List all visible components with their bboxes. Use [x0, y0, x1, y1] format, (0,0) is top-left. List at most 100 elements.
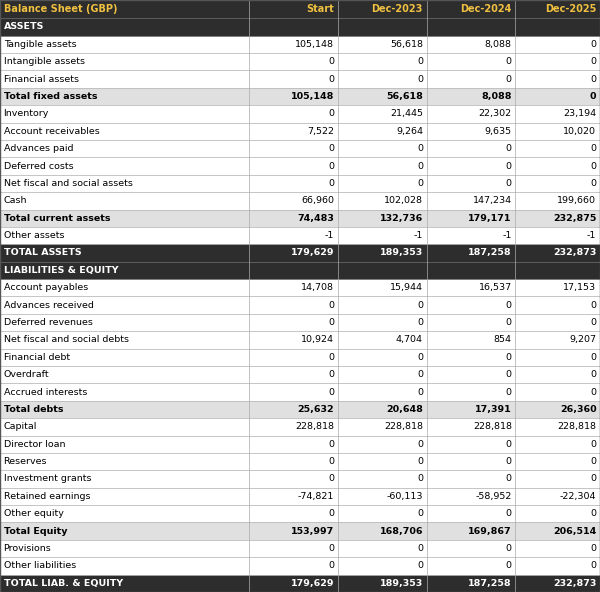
Text: 26,360: 26,360 [560, 405, 596, 414]
Bar [0, 297, 600, 314]
Text: 23,194: 23,194 [563, 110, 596, 118]
Text: 0: 0 [590, 475, 596, 484]
Text: 10,020: 10,020 [563, 127, 596, 136]
Text: 0: 0 [328, 57, 334, 66]
Text: 0: 0 [590, 318, 596, 327]
Text: 15,944: 15,944 [390, 283, 423, 292]
Text: Reserves: Reserves [4, 457, 47, 466]
Text: 0: 0 [417, 179, 423, 188]
Text: Cash: Cash [4, 197, 27, 205]
Text: -1: -1 [587, 231, 596, 240]
Bar [0, 331, 600, 349]
Text: 0: 0 [328, 440, 334, 449]
Text: 10,924: 10,924 [301, 336, 334, 345]
Text: 66,960: 66,960 [301, 197, 334, 205]
Text: Capital: Capital [4, 422, 37, 432]
Text: 0: 0 [328, 561, 334, 571]
Text: TOTAL LIAB. & EQUITY: TOTAL LIAB. & EQUITY [4, 579, 123, 588]
Text: 9,264: 9,264 [396, 127, 423, 136]
Text: 147,234: 147,234 [473, 197, 512, 205]
Text: 0: 0 [506, 353, 512, 362]
Text: Retained earnings: Retained earnings [4, 492, 90, 501]
Text: 16,537: 16,537 [479, 283, 512, 292]
Text: 0: 0 [417, 318, 423, 327]
Bar [0, 349, 600, 366]
Text: 179,171: 179,171 [469, 214, 512, 223]
Text: 0: 0 [590, 162, 596, 170]
Text: 0: 0 [506, 544, 512, 553]
Text: 56,618: 56,618 [390, 40, 423, 49]
Text: 0: 0 [417, 561, 423, 571]
Text: 0: 0 [328, 353, 334, 362]
Bar [0, 540, 600, 557]
Text: 187,258: 187,258 [468, 249, 512, 258]
Text: 0: 0 [328, 370, 334, 379]
Text: -1: -1 [325, 231, 334, 240]
Text: 20,648: 20,648 [386, 405, 423, 414]
Bar [0, 470, 600, 488]
Text: -1: -1 [413, 231, 423, 240]
Text: 0: 0 [328, 544, 334, 553]
Text: Net fiscal and social assets: Net fiscal and social assets [4, 179, 133, 188]
Text: Deferred revenues: Deferred revenues [4, 318, 92, 327]
Text: 102,028: 102,028 [384, 197, 423, 205]
Text: Total current assets: Total current assets [4, 214, 110, 223]
Text: 0: 0 [506, 318, 512, 327]
Text: Financial debt: Financial debt [4, 353, 70, 362]
Text: 0: 0 [328, 475, 334, 484]
Text: 0: 0 [328, 144, 334, 153]
Text: 4,704: 4,704 [396, 336, 423, 345]
Text: Total fixed assets: Total fixed assets [4, 92, 97, 101]
Text: 22,302: 22,302 [479, 110, 512, 118]
Text: Advances received: Advances received [4, 301, 94, 310]
Text: 9,635: 9,635 [485, 127, 512, 136]
Bar [0, 505, 600, 523]
Text: 0: 0 [328, 162, 334, 170]
Text: 17,391: 17,391 [475, 405, 512, 414]
Text: 0: 0 [590, 57, 596, 66]
Text: 232,873: 232,873 [553, 579, 596, 588]
Text: 0: 0 [506, 475, 512, 484]
Text: Intangible assets: Intangible assets [4, 57, 85, 66]
Text: Account payables: Account payables [4, 283, 88, 292]
Bar [0, 314, 600, 331]
Text: Account receivables: Account receivables [4, 127, 100, 136]
Text: 0: 0 [417, 162, 423, 170]
Bar [0, 53, 600, 70]
Bar [0, 401, 600, 418]
Text: 0: 0 [590, 388, 596, 397]
Text: Total debts: Total debts [4, 405, 63, 414]
Text: 0: 0 [417, 301, 423, 310]
Text: 0: 0 [590, 457, 596, 466]
Text: 228,818: 228,818 [384, 422, 423, 432]
Text: Total Equity: Total Equity [4, 527, 67, 536]
Text: 228,818: 228,818 [557, 422, 596, 432]
Bar [0, 262, 600, 279]
Bar [0, 436, 600, 453]
Text: 0: 0 [417, 144, 423, 153]
Text: 232,875: 232,875 [553, 214, 596, 223]
Text: Deferred costs: Deferred costs [4, 162, 73, 170]
Text: 0: 0 [328, 110, 334, 118]
Text: 0: 0 [328, 179, 334, 188]
Text: 0: 0 [590, 301, 596, 310]
Text: 0: 0 [590, 179, 596, 188]
Text: Dec-2024: Dec-2024 [460, 4, 512, 14]
Text: 0: 0 [506, 561, 512, 571]
Text: -58,952: -58,952 [475, 492, 512, 501]
Text: Financial assets: Financial assets [4, 75, 79, 83]
Text: 0: 0 [590, 40, 596, 49]
Text: TOTAL ASSETS: TOTAL ASSETS [4, 249, 81, 258]
Bar [0, 488, 600, 505]
Text: 8,088: 8,088 [481, 92, 512, 101]
Text: -74,821: -74,821 [298, 492, 334, 501]
Text: 0: 0 [417, 388, 423, 397]
Bar [0, 175, 600, 192]
Text: 0: 0 [506, 57, 512, 66]
Bar [0, 244, 600, 262]
Text: Advances paid: Advances paid [4, 144, 73, 153]
Text: 0: 0 [590, 440, 596, 449]
Text: Provisions: Provisions [4, 544, 52, 553]
Text: Balance Sheet (GBP): Balance Sheet (GBP) [4, 4, 117, 14]
Text: 0: 0 [328, 318, 334, 327]
